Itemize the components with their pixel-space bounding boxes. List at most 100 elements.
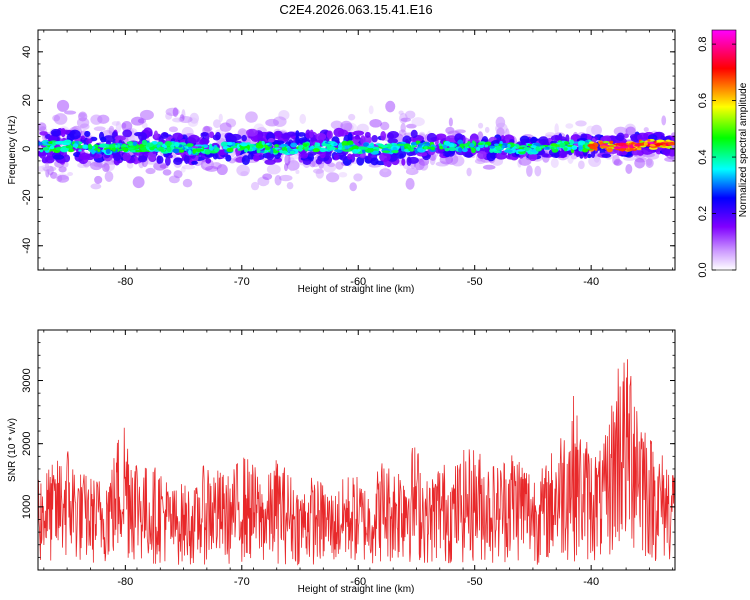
heatmap-halo-blob <box>287 157 295 165</box>
heatmap-halo-blob <box>137 118 147 124</box>
heatmap-halo-blob <box>612 154 620 166</box>
heatmap-core-blob <box>430 146 436 151</box>
spectrogram-y-tick-label: -40 <box>21 238 33 254</box>
heatmap-core-blob <box>252 146 256 151</box>
heatmap-core-blob <box>97 148 101 152</box>
heatmap-band-blob <box>183 154 190 165</box>
heatmap-halo-blob <box>495 122 508 135</box>
heatmap-core-blob <box>156 144 161 148</box>
heatmap-halo-blob <box>661 115 667 126</box>
heatmap-core-blob <box>145 142 154 148</box>
heatmap-core-blob <box>158 146 164 150</box>
heatmap-halo-blob <box>93 160 104 168</box>
heatmap-core-blob <box>507 143 511 148</box>
heatmap-core-blob <box>503 149 513 153</box>
heatmap-halo-blob <box>554 123 559 135</box>
heatmap-halo-blob <box>477 131 484 142</box>
heatmap-halo-blob <box>97 114 110 124</box>
heatmap-halo-blob <box>115 120 122 133</box>
heatmap-band-blob <box>601 153 612 158</box>
heatmap-halo-blob <box>130 116 145 126</box>
heatmap-core-blob <box>324 149 329 152</box>
heatmap-core-blob <box>535 146 540 152</box>
heatmap-halo-blob <box>335 161 344 170</box>
heatmap-band-blob <box>246 128 258 137</box>
heatmap-band-blob <box>315 158 323 165</box>
heatmap-halo-blob <box>478 122 484 129</box>
heatmap-core-blob <box>132 141 138 146</box>
heatmap-halo-blob <box>646 157 653 166</box>
heatmap-halo-blob <box>216 164 228 176</box>
heatmap-band-blob <box>551 153 560 158</box>
heatmap-halo-blob <box>327 162 336 168</box>
heatmap-core-blob <box>240 143 248 147</box>
heatmap-halo-blob <box>570 154 578 160</box>
colorbar: 0.0 0.2 0.4 0.6 0.8 Normalized spectral ampl… <box>697 29 749 278</box>
heatmap-core-blob <box>333 142 337 146</box>
heatmap-band-blob <box>122 152 131 162</box>
heatmap-halo-blob <box>435 161 450 167</box>
heatmap-band-blob <box>280 133 292 139</box>
heatmap-band-blob <box>229 133 242 141</box>
heatmap-halo-blob <box>45 168 50 178</box>
heatmap-core-blob <box>118 148 124 151</box>
heatmap-core-blob <box>366 145 375 149</box>
heatmap-halo-blob <box>121 120 133 132</box>
heatmap-band-blob <box>209 131 215 139</box>
heatmap-band-blob <box>426 132 437 143</box>
heatmap-halo-blob <box>565 123 574 129</box>
heatmap-halo-blob <box>47 165 54 176</box>
heatmap-core-blob <box>314 142 318 148</box>
heatmap-halo-blob <box>132 176 145 189</box>
heatmap-core-blob <box>304 145 309 152</box>
heatmap-halo-blob <box>266 164 281 175</box>
spectrogram-y-ticks: -40 -20 0 20 40 <box>21 39 675 271</box>
colorbar-label: Normalized spectral amplitude <box>738 82 749 217</box>
heatmap-halo-blob <box>172 117 184 123</box>
heatmap-core-blob <box>309 145 315 150</box>
heatmap-halo-blob <box>78 112 86 118</box>
heatmap-core-blob <box>91 149 96 155</box>
heatmap-halo-blob <box>369 118 382 128</box>
colorbar-ticks: 0.0 0.2 0.4 0.6 0.8 <box>697 36 736 278</box>
heatmap-halo-blob <box>225 118 237 128</box>
heatmap-core-blob <box>477 142 484 146</box>
heatmap-band-blob <box>60 128 66 138</box>
heatmap-band-blob <box>386 132 395 140</box>
heatmap-halo-blob <box>141 122 148 129</box>
heatmap-core-blob <box>244 148 248 153</box>
colorbar-tick-label: 0.0 <box>697 262 709 277</box>
heatmap-band-blob <box>339 154 348 161</box>
heatmap-band-blob <box>160 131 169 139</box>
heatmap-halo-blob <box>288 162 294 172</box>
heatmap-halo-blob <box>278 174 293 182</box>
heatmap-core-blob <box>475 146 481 152</box>
heatmap-core-blob <box>484 144 489 148</box>
heatmap-core-blob <box>550 143 558 147</box>
heatmap-core-blob <box>236 143 241 150</box>
heatmap-halo-blob <box>349 182 357 192</box>
snr-x-ticks: -80 -70 -60 -50 -40 <box>43 330 674 588</box>
heatmap-core-blob <box>352 148 359 154</box>
snr-x-tick-label: -40 <box>583 576 599 588</box>
heatmap-halo-blob <box>380 121 390 131</box>
heatmap-halo-blob <box>286 181 294 190</box>
heatmap-halo-blob <box>517 159 522 168</box>
snr-y-tick-label: 2000 <box>21 431 33 455</box>
heatmap-halo-blob <box>181 109 186 121</box>
heatmap-halo-blob <box>586 125 595 136</box>
heatmap-core-blob <box>188 149 192 156</box>
heatmap-band-blob <box>122 129 133 138</box>
heatmap-core-blob <box>609 140 614 144</box>
heatmap-core-blob <box>259 150 265 153</box>
heatmap-peak-blob <box>654 143 663 146</box>
heatmap-halo-blob <box>550 158 559 168</box>
heatmap-core-blob <box>471 147 476 154</box>
heatmap-band-blob <box>138 132 148 141</box>
heatmap-halo-blob <box>338 172 348 178</box>
heatmap-core-blob <box>571 145 578 150</box>
heatmap-halo-blob <box>588 155 602 167</box>
heatmap-core-blob <box>400 145 405 151</box>
heatmap-halo-blob <box>90 183 102 190</box>
heatmap-band-blob <box>364 131 371 138</box>
